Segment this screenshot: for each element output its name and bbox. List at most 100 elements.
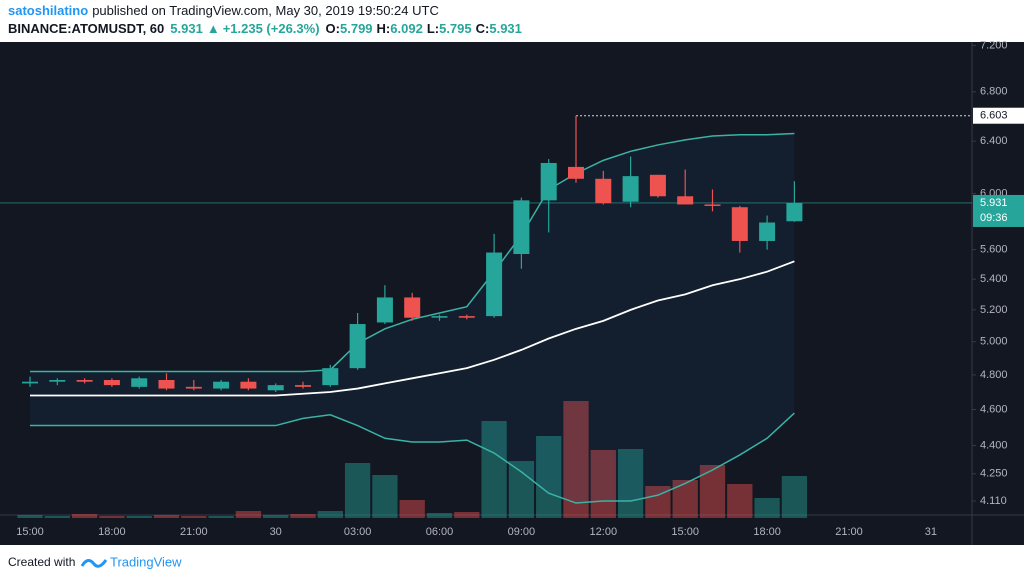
candle-body: [622, 176, 639, 202]
volume-bar: [590, 450, 616, 518]
symbol-line: BINANCE:ATOMUSDT, 60 5.931 ▲ +1.235 (+26.3%…: [8, 21, 522, 36]
high-label: 6.603: [980, 110, 1008, 122]
volume-bar: [344, 463, 371, 518]
candle-body: [322, 368, 339, 386]
x-tick-label: 03:00: [344, 526, 372, 538]
ohlc-label: H:: [377, 21, 391, 36]
candle-body: [404, 297, 421, 318]
candle-body: [731, 207, 748, 241]
published: published on TradingView.com, May 30, 20…: [92, 3, 439, 18]
x-tick-label: 31: [925, 526, 937, 538]
price-label-box: [973, 194, 1024, 227]
candle-body: [295, 385, 311, 387]
panel: [0, 42, 1024, 545]
author[interactable]: satoshilatino: [8, 3, 88, 18]
y-tick-label: 5.400: [980, 273, 1008, 285]
y-tick-label: 4.600: [980, 403, 1008, 415]
y-tick-label: 5.600: [980, 244, 1008, 256]
candle-body: [595, 178, 612, 204]
candle-body: [540, 162, 557, 201]
y-tick-label: 4.800: [980, 369, 1008, 381]
candle-body: [568, 166, 584, 179]
candle-body: [759, 222, 776, 241]
candle-body: [131, 378, 148, 387]
candle-body: [649, 174, 666, 197]
volume-bar: [153, 515, 180, 518]
x-tick-label: 06:00: [426, 526, 454, 538]
y-tick-label: 5.200: [980, 304, 1008, 316]
volume-bar: [563, 401, 589, 518]
logo: [80, 559, 108, 568]
candle-body: [240, 381, 257, 389]
y-tick-label: 6.800: [980, 86, 1008, 98]
candle-body: [431, 316, 448, 318]
volume-bar: [481, 421, 507, 518]
candle-body: [185, 386, 202, 389]
price-label: 5.931: [980, 197, 1008, 209]
ohlc-label: C:: [476, 21, 490, 36]
volume-bar: [754, 498, 780, 518]
candle-body: [49, 380, 66, 382]
volume-bar: [290, 514, 316, 518]
band-fill: [30, 133, 795, 504]
footer-brand[interactable]: TradingView: [110, 554, 182, 569]
volume-bar: [317, 511, 343, 518]
volume-bar: [454, 512, 480, 518]
candle-body: [267, 385, 284, 391]
band-middle: [30, 260, 795, 397]
volume-bar: [181, 516, 207, 518]
x-tick-label: 15:00: [16, 526, 44, 538]
header-line: satoshilatino published on TradingView.co…: [8, 3, 439, 18]
volume-bar: [536, 436, 562, 518]
countdown: 09:36: [980, 212, 1008, 224]
y-tick-label: 4.400: [980, 440, 1008, 452]
candle-body: [704, 204, 721, 206]
y-tick-label: 4.250: [980, 468, 1008, 480]
volume-bar: [99, 516, 125, 518]
x-tick-label: 09:00: [508, 526, 536, 538]
candle-body: [786, 202, 803, 222]
x-tick-label: 18:00: [98, 526, 126, 538]
y-tick-label: 5.000: [980, 336, 1008, 348]
ohlc-value: 6.092: [390, 21, 423, 36]
last: 5.931: [170, 21, 203, 36]
candle-body: [458, 316, 475, 318]
x-tick-label: 15:00: [671, 526, 699, 538]
symbol: BINANCE:ATOMUSDT, 60: [8, 21, 164, 36]
volume-bar: [71, 514, 98, 518]
candle-body: [349, 324, 366, 369]
candle-body: [486, 252, 503, 317]
volume-bar: [17, 515, 43, 518]
footer-text: Created with: [8, 555, 75, 569]
volume-bar: [208, 516, 234, 518]
volume-bar: [617, 449, 644, 518]
ohlc-value: 5.795: [439, 21, 472, 36]
ohlc-value: 5.799: [340, 21, 373, 36]
volume-bar: [426, 513, 453, 518]
change: +1.235 (+26.3%): [223, 21, 320, 36]
candle-body: [513, 200, 530, 254]
candle-body: [376, 297, 393, 323]
volume-bar: [263, 515, 289, 518]
candle-body: [677, 196, 694, 205]
y-tick-label: 7.200: [980, 39, 1008, 51]
x-tick-label: 30: [270, 526, 282, 538]
candle-body: [103, 380, 120, 386]
y-tick-label: 4.110: [980, 495, 1007, 507]
arrow: ▲: [207, 21, 220, 36]
x-tick-label: 21:00: [835, 526, 863, 538]
ohlc-label: L:: [427, 21, 439, 36]
ohlc-label: O:: [326, 21, 340, 36]
candle-body: [22, 381, 38, 384]
y-tick-label: 6.400: [980, 135, 1008, 147]
x-tick-label: 18:00: [753, 526, 781, 538]
candle-body: [158, 380, 175, 389]
volume-bar: [781, 476, 808, 518]
ohlc-value: 5.931: [489, 21, 522, 36]
candle-body: [213, 381, 230, 389]
volume-bar: [727, 484, 753, 518]
candle-body: [76, 380, 93, 382]
volume-bar: [44, 516, 70, 518]
volume-bar: [508, 461, 535, 518]
high-label-box: [973, 107, 1024, 124]
